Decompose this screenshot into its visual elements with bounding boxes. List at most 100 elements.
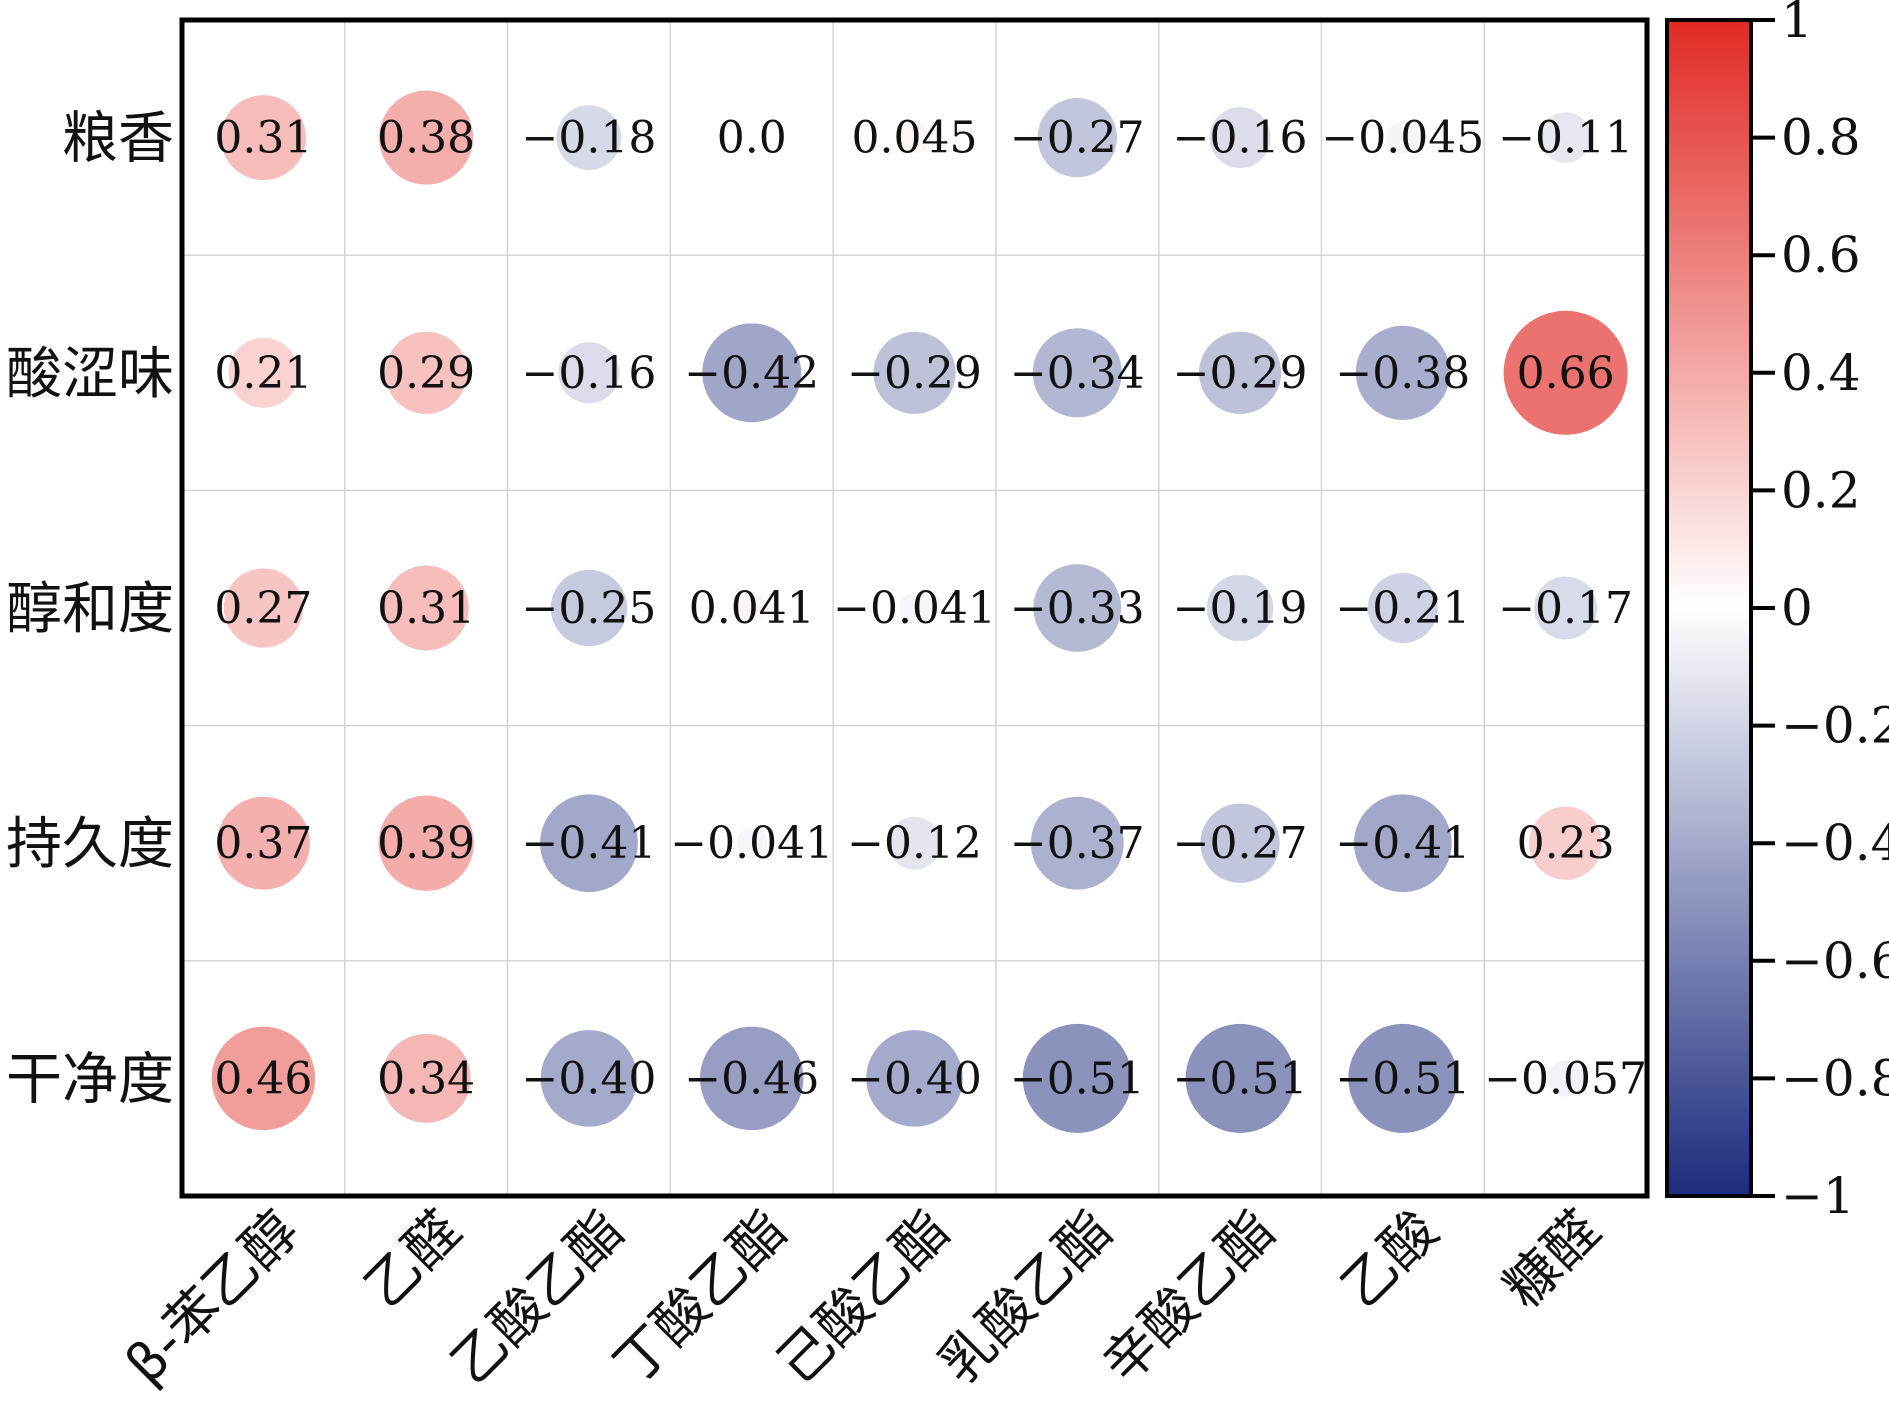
cell-circle (540, 794, 638, 893)
colorbar-tick-label: 0.2 (1781, 461, 1861, 519)
column-label: 乙酸乙酯 (439, 1199, 636, 1396)
cell-circle (899, 592, 930, 624)
cell-value-label: −0.057 (1484, 1053, 1647, 1104)
cell-value-label: −0.29 (847, 348, 982, 399)
cell-circle (888, 816, 941, 870)
cell-circle (1206, 574, 1274, 642)
colorbar-tick-label: −1 (1781, 1167, 1855, 1225)
labels-layer: 0.31 0.38 −0.18 0.0 0.045 −0.27 −0.16 −0.045 −0.… (6, 107, 1647, 1396)
row-label: 醇和度 (6, 577, 174, 642)
cell-value-label: −0.21 (1335, 583, 1470, 634)
cell-value-label: 0.21 (214, 348, 312, 399)
cell-circle (558, 342, 620, 404)
cell-circle (1353, 794, 1452, 893)
plot-frame (179, 17, 1650, 1199)
cell-circle (1037, 97, 1117, 178)
cell-circle (1367, 573, 1438, 643)
column-label: 丁酸乙酯 (602, 1199, 799, 1396)
cell-value-label: 0.31 (377, 583, 475, 634)
cell-value-label: −0.38 (1335, 348, 1470, 399)
colorbar-tick-label: 0.6 (1781, 226, 1861, 284)
column-label: 辛酸乙酯 (1090, 1199, 1287, 1396)
cell-circle (1033, 564, 1122, 652)
cell-value-label: −0.33 (1010, 583, 1145, 634)
marks-layer (211, 90, 1628, 1133)
cell-circle (1503, 310, 1628, 435)
cell-circle (211, 1026, 316, 1131)
cell-value-label: −0.12 (847, 818, 982, 869)
cell-value-label: 0.39 (377, 818, 475, 869)
cell-circle (540, 1030, 638, 1127)
cell-circle (736, 592, 768, 624)
cell-value-label: −0.25 (522, 583, 657, 634)
cell-circle (1386, 121, 1420, 154)
cell-circle (1348, 1023, 1458, 1133)
cell-circle (223, 568, 304, 648)
colorbar-tick-label: 0.8 (1781, 109, 1861, 167)
cell-value-label: −0.41 (1335, 818, 1470, 869)
cell-value-label: −0.045 (1321, 113, 1484, 164)
cell-circle (702, 323, 802, 423)
cell-value-label: −0.16 (522, 348, 657, 399)
cell-circle (378, 795, 474, 891)
cell-value-label: 0.0 (717, 113, 787, 164)
cell-circle (220, 95, 306, 181)
cell-circle (1540, 112, 1591, 163)
colorbar-tick-label: −0.6 (1781, 932, 1889, 990)
row-label: 粮香 (62, 107, 174, 172)
colorbar-tick-label: 1 (1781, 0, 1813, 49)
cell-circle (873, 331, 956, 414)
cell-value-label: −0.17 (1498, 583, 1633, 634)
colorbar-gradient (1665, 18, 1753, 1198)
cell-value-label: 0.38 (377, 113, 475, 164)
cell-circle (1022, 1023, 1132, 1133)
cell-circle (379, 90, 474, 185)
cell-value-label: −0.27 (1010, 113, 1145, 164)
cell-value-label: −0.51 (1173, 1053, 1308, 1104)
cell-value-label: −0.27 (1173, 818, 1308, 869)
colorbar-tick-label: 0 (1781, 579, 1813, 637)
column-label: 乳酸乙酯 (927, 1199, 1124, 1396)
cell-value-label: −0.11 (1498, 113, 1633, 164)
cell-circle (1355, 325, 1450, 420)
cell-circle (736, 827, 768, 859)
cell-circle (1209, 107, 1271, 169)
cell-circle (1185, 1023, 1295, 1133)
cell-circle (216, 796, 310, 890)
grid-layer (182, 20, 1647, 1196)
cell-value-label: 0.37 (214, 818, 312, 869)
cell-value-label: 0.46 (214, 1053, 312, 1104)
cell-value-label: −0.51 (1010, 1053, 1145, 1104)
cell-circle (1032, 328, 1122, 418)
cell-value-label: −0.40 (522, 1053, 657, 1104)
column-label: 乙酸 (1329, 1199, 1450, 1320)
row-label: 持久度 (6, 812, 174, 877)
cell-value-label: −0.46 (684, 1053, 819, 1104)
cell-circle (381, 1033, 471, 1123)
cell-value-label: −0.34 (1010, 348, 1145, 399)
column-label: 己酸乙酯 (764, 1199, 961, 1396)
cell-value-label: −0.29 (1173, 348, 1308, 399)
column-label: 糠醛 (1492, 1199, 1613, 1320)
cell-circle (866, 1030, 963, 1127)
cell-value-label: 0.23 (1517, 818, 1615, 869)
colorbar-tick-label: −0.8 (1781, 1049, 1889, 1107)
colorbar-tick-label: 0.4 (1781, 344, 1861, 402)
cell-circle (385, 331, 468, 414)
cell-value-label: −0.16 (1173, 113, 1308, 164)
cell-value-label: −0.37 (1010, 818, 1145, 869)
cell-circle (1030, 796, 1124, 890)
cell-value-label: −0.40 (847, 1053, 982, 1104)
cell-circle (1198, 331, 1282, 414)
cell-value-label: 0.66 (1517, 348, 1615, 399)
cell-circle (383, 565, 469, 651)
cell-circle (556, 105, 622, 170)
cell-value-label: −0.42 (684, 348, 819, 399)
cell-value-label: −0.19 (1173, 583, 1308, 634)
cell-circle (228, 337, 299, 408)
cell-circle (550, 569, 628, 647)
cell-value-label: 0.29 (377, 348, 475, 399)
colorbar: 1 0.8 0.6 0.4 0.2 0 −0.2 −0.4 −0.6 −0.8 −1 (1665, 0, 1889, 1225)
